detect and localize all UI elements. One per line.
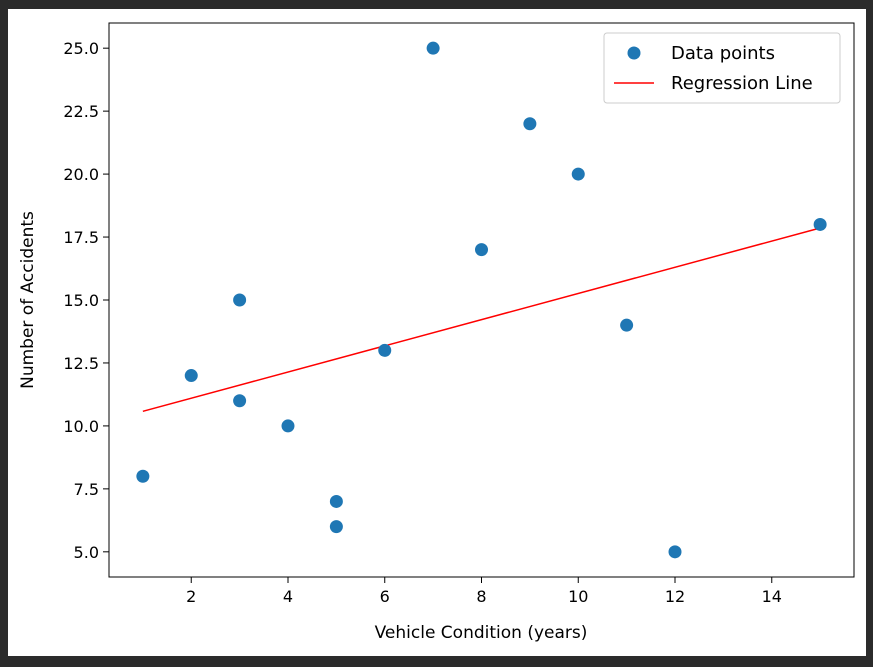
legend-marker-data-points [627, 46, 641, 60]
x-tick-label: 12 [665, 587, 685, 606]
y-axis-ticks: 5.0 7.5 10.0 12.5 15.0 17.5 20.0 22.5 25.0 [63, 39, 109, 562]
x-tick-label: 10 [568, 587, 588, 606]
x-axis-ticks: 2 4 6 8 10 12 14 [186, 577, 782, 606]
x-tick-label: 2 [186, 587, 196, 606]
y-tick-label: 15.0 [63, 291, 99, 310]
data-points-layer [136, 41, 827, 559]
data-point [329, 520, 343, 534]
data-point [233, 394, 247, 408]
data-point [136, 469, 150, 483]
y-tick-label: 12.5 [63, 354, 99, 373]
data-point [184, 369, 198, 383]
regression-line [142, 227, 821, 413]
plot-area [108, 22, 855, 578]
axes-frame [108, 22, 855, 578]
x-tick-label: 8 [476, 587, 486, 606]
data-point [426, 41, 440, 55]
legend: Data points Regression Line [603, 32, 841, 104]
y-tick-label: 5.0 [74, 543, 99, 562]
data-point [668, 545, 682, 559]
data-point [378, 343, 392, 357]
y-tick-label: 25.0 [63, 39, 99, 58]
data-point [475, 243, 488, 257]
chart-figure: 2 4 6 8 10 12 14 5.0 7.5 10.0 12.5 15.0 17.5 20.0 22.… [8, 9, 866, 656]
y-tick-label: 20.0 [63, 165, 99, 184]
y-tick-label: 7.5 [74, 480, 99, 499]
data-point [813, 217, 827, 231]
x-tick-label: 4 [283, 587, 293, 606]
x-tick-label: 6 [380, 587, 390, 606]
legend-label-data-points: Data points [671, 43, 775, 64]
regression-line-layer [142, 227, 821, 413]
data-point [620, 318, 634, 332]
data-point [281, 419, 295, 433]
legend-label-regression-line: Regression Line [671, 73, 813, 94]
x-tick-label: 14 [762, 587, 782, 606]
legend-box [603, 32, 841, 104]
data-point [523, 117, 537, 131]
y-tick-label: 22.5 [63, 102, 99, 121]
scatter-chart: 2 4 6 8 10 12 14 5.0 7.5 10.0 12.5 15.0 17.5 20.0 22.… [18, 22, 855, 643]
data-point [329, 494, 343, 508]
x-axis-label: Vehicle Condition (years) [375, 623, 588, 643]
y-tick-label: 17.5 [63, 228, 99, 247]
y-axis-label: Number of Accidents [18, 211, 38, 389]
data-point [233, 293, 247, 307]
y-tick-label: 10.0 [63, 417, 99, 436]
data-point [571, 167, 585, 181]
